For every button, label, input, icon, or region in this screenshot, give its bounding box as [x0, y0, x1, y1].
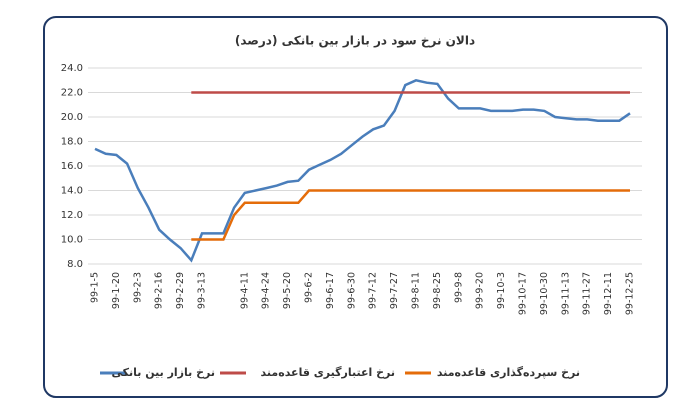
x-tick-label: 99-10-17: [518, 272, 529, 315]
legend-label: نرخ اعتبارگیری قاعده‌مند: [261, 366, 395, 379]
chart-title: دالان نرخ سود در بازار بین بانکی (درصد): [235, 34, 475, 49]
x-tick-label: 99-10-30: [539, 272, 550, 315]
x-tick-label: 99-5-20: [282, 272, 293, 309]
y-tick-label: 18.0: [61, 137, 83, 148]
legend-label: نرخ سپرده‌گذاری قاعده‌مند: [437, 366, 580, 379]
x-tick-label: 99-1-5: [90, 272, 101, 303]
series-line: [94, 78, 631, 263]
x-tick-label: 99-1-20: [111, 272, 122, 309]
x-tick-label: 99-8-25: [432, 272, 443, 309]
x-tick-label: 99-11-13: [560, 272, 571, 315]
x-tick-label: 99-8-11: [411, 272, 422, 309]
x-tick-label: 99-7-27: [389, 272, 400, 309]
x-tick-label: 99-6-30: [346, 272, 357, 309]
series-line: [191, 189, 630, 241]
card: [43, 16, 668, 398]
x-tick-label: 99-6-2: [304, 272, 315, 303]
y-tick-label: 12.0: [61, 210, 83, 221]
y-tick-label: 24.0: [61, 63, 83, 74]
x-tick-label: 99-10-3: [496, 272, 507, 309]
x-tick-label: 99-2-29: [175, 272, 186, 309]
y-tick-label: 22.0: [61, 88, 83, 99]
y-tick-label: 16.0: [61, 161, 83, 172]
y-tick-label: 10.0: [61, 235, 83, 246]
x-tick-label: 99-9-20: [475, 272, 486, 309]
x-tick-label: 99-6-17: [325, 272, 336, 309]
x-tick-label: 99-2-16: [154, 272, 165, 309]
x-tick-label: 99-11-27: [582, 272, 593, 315]
x-tick-label: 99-12-25: [625, 272, 636, 315]
legend-label: نرخ بازار بین بانکی: [111, 366, 215, 379]
x-tick-label: 99-7-12: [368, 272, 379, 309]
y-tick-label: 20.0: [61, 112, 83, 123]
x-tick-label: 99-4-11: [239, 272, 250, 309]
x-tick-label: 99-2-3: [132, 272, 143, 303]
x-tick-label: 99-9-8: [453, 272, 464, 303]
x-tick-label: 99-12-11: [603, 272, 614, 315]
x-tick-label: 99-4-24: [261, 272, 272, 309]
y-tick-label: 14.0: [61, 186, 83, 197]
y-tick-label: 8.0: [67, 259, 83, 270]
x-tick-label: 99-3-13: [197, 272, 208, 309]
